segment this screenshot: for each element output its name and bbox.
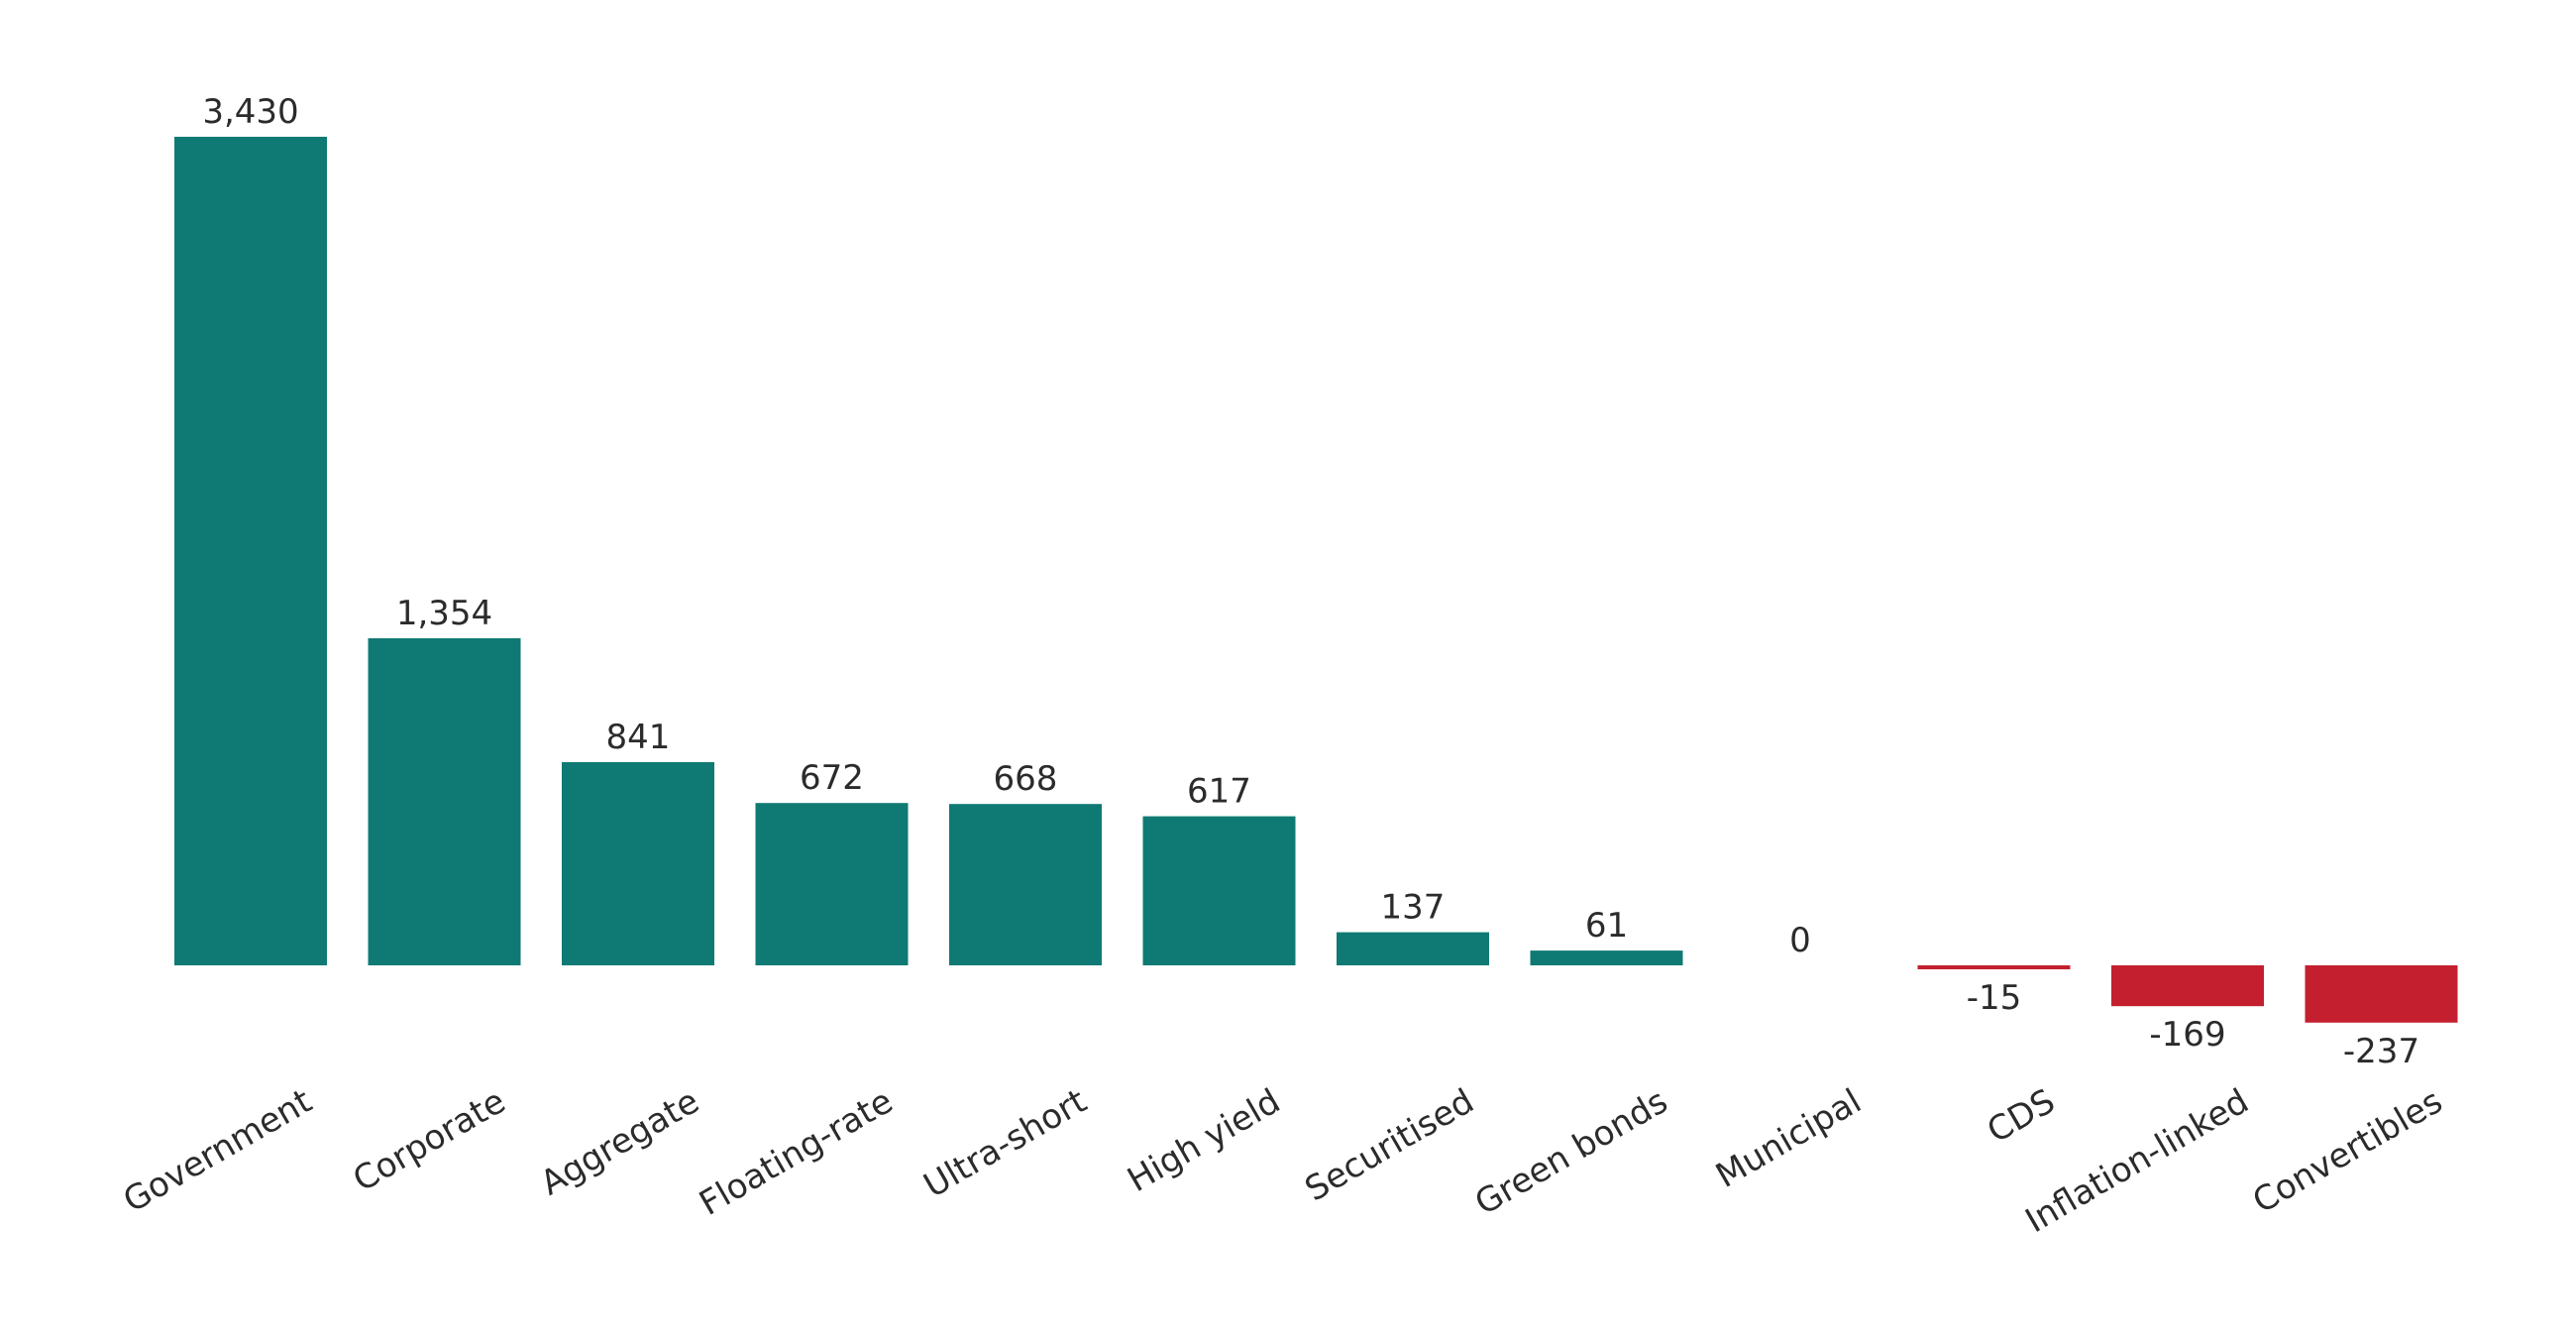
value-label-aggregate: 841 xyxy=(606,718,671,757)
value-label-municipal: 0 xyxy=(1789,921,1811,960)
category-label-convertibles: Convertibles xyxy=(2246,1081,2449,1221)
bar-green-bonds xyxy=(1530,950,1683,965)
value-labels-layer: 3,430 1,354 841 672 668 617 137 61 0 -15 -169 -237 xyxy=(202,92,2419,1071)
value-label-securitised: 137 xyxy=(1381,888,1446,928)
value-label-green-bonds: 61 xyxy=(1585,906,1628,946)
value-label-corporate: 1,354 xyxy=(396,594,492,633)
bar-high-yield xyxy=(1142,816,1296,965)
category-label-green-bonds: Green bonds xyxy=(1468,1081,1674,1223)
bar-ultra-short xyxy=(949,804,1102,965)
category-label-cds: CDS xyxy=(1981,1081,2062,1151)
value-label-floating-rate: 672 xyxy=(800,758,864,798)
value-label-high-yield: 617 xyxy=(1187,772,1251,812)
category-label-corporate: Corporate xyxy=(347,1081,512,1200)
bar-securitised xyxy=(1337,932,1489,965)
bars-layer xyxy=(174,137,2458,1023)
bar-convertibles xyxy=(2305,965,2458,1023)
bar-corporate xyxy=(368,638,521,965)
bar-cds xyxy=(1917,965,2071,969)
category-label-municipal: Municipal xyxy=(1709,1081,1868,1196)
bar-government xyxy=(174,137,327,965)
value-label-cds: -15 xyxy=(1967,978,2022,1018)
bar-aggregate xyxy=(562,762,714,965)
bar-floating-rate xyxy=(755,803,909,965)
category-label-aggregate: Aggregate xyxy=(534,1081,706,1203)
category-label-ultra-short: Ultra-short xyxy=(917,1081,1094,1206)
category-label-securitised: Securitised xyxy=(1299,1081,1481,1209)
bar-inflation-linked xyxy=(2111,965,2264,1007)
value-label-convertibles: -237 xyxy=(2343,1032,2419,1071)
category-labels-layer: Government Corporate AggregateFloating-rat… xyxy=(117,1081,2449,1241)
category-label-government: Government xyxy=(117,1081,319,1221)
value-label-inflation-linked: -169 xyxy=(2149,1015,2225,1055)
category-label-floating-rate: Floating-rate xyxy=(693,1081,900,1224)
value-label-government: 3,430 xyxy=(202,92,298,132)
value-label-ultra-short: 668 xyxy=(994,759,1058,799)
category-label-high-yield: High yield xyxy=(1121,1081,1287,1200)
